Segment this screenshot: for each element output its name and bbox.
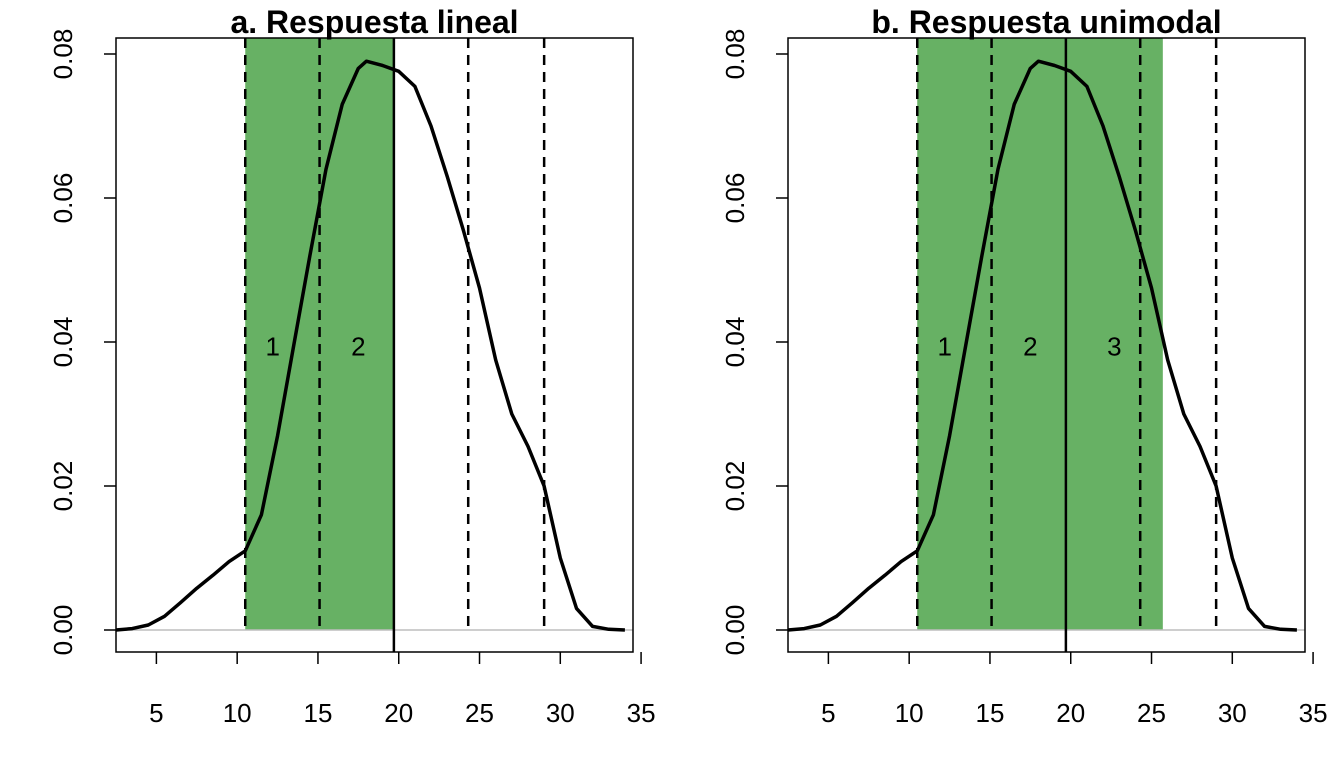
x-tick-label-25: 25 (1137, 698, 1166, 728)
y-tick-label-2: 0.04 (48, 317, 78, 368)
x-axis: 5 10 15 20 25 30 35 (149, 652, 656, 728)
x-tick-label-30: 30 (1218, 698, 1247, 728)
x-tick-label-35: 35 (1299, 698, 1328, 728)
y-tick-label-4: 0.08 (48, 29, 78, 80)
plot-frame (115, 37, 634, 653)
panel-unimodal-response: 1 2 35 10 15 20 25 30 350.000.020.040.060.08b. R… (720, 4, 1328, 728)
x-tick-label-30: 30 (546, 698, 575, 728)
y-tick-label-0: 0.00 (720, 605, 750, 656)
y-axis: 0.00 0.02 0.04 0.06 0.08 (720, 29, 788, 656)
region-label-1: 1 (265, 332, 279, 362)
chart-title: b. Respuesta unimodal (871, 4, 1221, 40)
x-tick-label-20: 20 (1056, 698, 1085, 728)
chart-title: a. Respuesta lineal (230, 4, 518, 40)
x-tick-label-35: 35 (627, 698, 656, 728)
x-tick-label-5: 5 (821, 698, 835, 728)
y-tick-label-4: 0.08 (720, 29, 750, 80)
panel-linear-response: 1 25 10 15 20 25 30 350.000.020.040.060.08a. Re… (48, 4, 656, 728)
region-label-2: 2 (1023, 332, 1037, 362)
density-curve (115, 59, 625, 632)
y-tick-label-3: 0.06 (48, 173, 78, 224)
shaded-region (917, 38, 1163, 630)
plot-frame (787, 37, 1306, 653)
x-tick-label-25: 25 (465, 698, 494, 728)
y-tick-label-0: 0.00 (48, 605, 78, 656)
x-tick-label-10: 10 (895, 698, 924, 728)
y-tick-label-1: 0.02 (720, 461, 750, 512)
x-tick-label-15: 15 (975, 698, 1004, 728)
x-tick-label-20: 20 (384, 698, 413, 728)
region-label-2: 2 (351, 332, 365, 362)
y-axis: 0.00 0.02 0.04 0.06 0.08 (48, 29, 116, 656)
x-axis: 5 10 15 20 25 30 35 (821, 652, 1328, 728)
region-label-1: 1 (937, 332, 951, 362)
x-tick-label-15: 15 (303, 698, 332, 728)
y-tick-label-1: 0.02 (48, 461, 78, 512)
x-tick-label-5: 5 (149, 698, 163, 728)
region-label-3: 3 (1107, 332, 1121, 362)
y-tick-label-2: 0.04 (720, 317, 750, 368)
y-tick-label-3: 0.06 (720, 173, 750, 224)
x-tick-label-10: 10 (223, 698, 252, 728)
density-curve (787, 59, 1297, 632)
